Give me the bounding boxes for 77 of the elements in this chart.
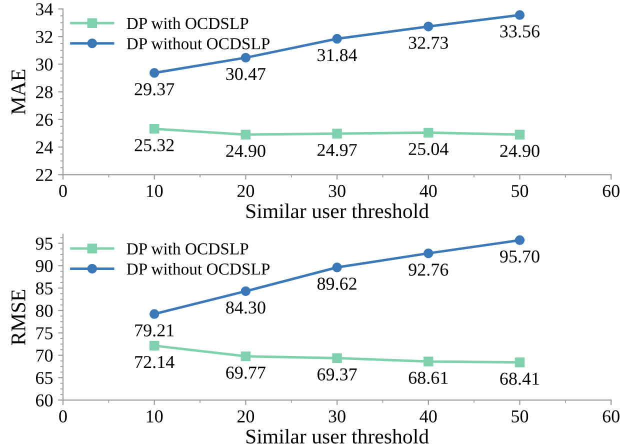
point bbox=[149, 309, 160, 319]
point bbox=[149, 340, 160, 351]
point bbox=[424, 128, 434, 138]
data-label: 24.90 bbox=[226, 144, 266, 158]
x-axis-title: Similar user threshold bbox=[246, 204, 429, 218]
data-label: 89.62 bbox=[317, 278, 356, 290]
data-label: 31.84 bbox=[318, 49, 358, 62]
point bbox=[149, 68, 160, 78]
x-tick-label: 20 bbox=[237, 410, 254, 422]
y-tick-label: 60 bbox=[36, 394, 53, 407]
point bbox=[514, 10, 525, 20]
y-axis-title: RMSE bbox=[11, 290, 26, 345]
point bbox=[240, 286, 251, 296]
legend-label: DP without OCDSLP bbox=[126, 38, 270, 50]
point bbox=[240, 130, 251, 140]
point bbox=[424, 22, 434, 32]
y-tick-label: 95 bbox=[36, 238, 53, 250]
point bbox=[514, 130, 525, 140]
data-label: 30.47 bbox=[226, 68, 266, 80]
x-tick-label: 30 bbox=[328, 184, 346, 198]
data-label: 33.56 bbox=[500, 25, 540, 38]
legend-label: DP with OCDSLP bbox=[126, 17, 248, 30]
data-label: 68.61 bbox=[408, 372, 448, 384]
x-tick-label: 50 bbox=[512, 184, 528, 198]
x-tick-label: 50 bbox=[512, 410, 528, 422]
x-tick-label: 40 bbox=[420, 184, 437, 198]
point bbox=[240, 351, 251, 362]
x-tick-label: 0 bbox=[59, 184, 67, 198]
point bbox=[332, 128, 342, 139]
y-tick-label: 30 bbox=[36, 58, 53, 71]
x-tick-label: 10 bbox=[146, 410, 163, 422]
data-label: 32.73 bbox=[408, 36, 448, 49]
data-label: 25.32 bbox=[134, 139, 174, 152]
x-tick-label: 40 bbox=[420, 410, 437, 422]
x-tick-label: 0 bbox=[59, 410, 67, 422]
data-label: 84.30 bbox=[226, 301, 266, 314]
x-tick-label: 10 bbox=[146, 184, 163, 198]
y-tick-label: 34 bbox=[36, 3, 53, 16]
x-axis-title: Similar user threshold bbox=[246, 428, 429, 444]
data-label: 68.41 bbox=[500, 372, 539, 385]
data-label: 69.37 bbox=[318, 368, 357, 381]
point bbox=[240, 52, 251, 63]
point bbox=[332, 262, 342, 272]
data-label: 69.77 bbox=[226, 366, 266, 379]
y-tick-label: 32 bbox=[36, 30, 52, 44]
point bbox=[514, 358, 525, 368]
y-tick-label: 85 bbox=[36, 282, 53, 295]
y-tick-label: 65 bbox=[36, 372, 53, 384]
data-label: 24.97 bbox=[318, 144, 357, 156]
y-tick-label: 22 bbox=[36, 168, 52, 181]
y-tick-label: 28 bbox=[36, 86, 53, 98]
point bbox=[424, 248, 434, 258]
point bbox=[332, 34, 342, 44]
y-tick-label: 75 bbox=[36, 327, 53, 340]
y-tick-label: 24 bbox=[36, 141, 53, 154]
y-tick-label: 70 bbox=[36, 350, 53, 362]
point bbox=[424, 356, 434, 366]
x-tick-label: 30 bbox=[328, 410, 346, 422]
data-label: 79.21 bbox=[135, 324, 174, 337]
point bbox=[514, 235, 525, 246]
data-label: 25.04 bbox=[408, 142, 448, 156]
y-tick-label: 90 bbox=[36, 260, 53, 272]
y-tick-label: 80 bbox=[36, 304, 53, 317]
x-tick-label: 60 bbox=[602, 184, 620, 198]
point bbox=[332, 353, 342, 363]
data-label: 95.70 bbox=[500, 250, 540, 263]
data-label: 24.90 bbox=[500, 144, 540, 158]
data-label: 29.37 bbox=[134, 83, 174, 96]
x-tick-label: 20 bbox=[237, 184, 254, 198]
data-label: 92.76 bbox=[408, 264, 448, 276]
point bbox=[149, 124, 160, 134]
x-tick-label: 60 bbox=[602, 410, 620, 422]
y-tick-label: 26 bbox=[36, 114, 53, 126]
legend-label: DP without OCDSLP bbox=[126, 262, 270, 275]
legend-label: DP with OCDSLP bbox=[126, 242, 248, 254]
data-label: 72.14 bbox=[135, 356, 174, 368]
y-axis-title: MAE bbox=[11, 70, 26, 114]
